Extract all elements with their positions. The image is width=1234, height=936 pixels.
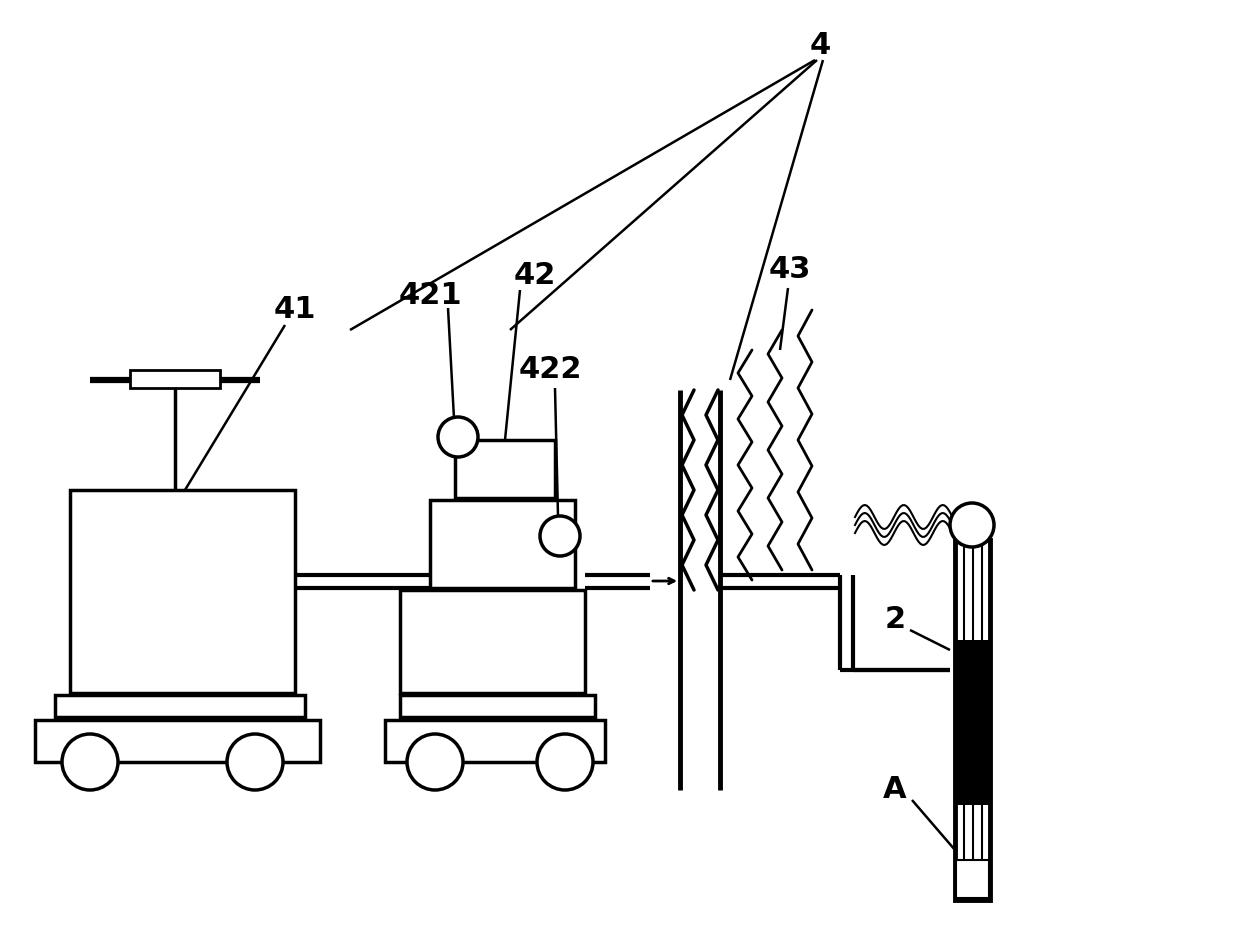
- Bar: [385, 720, 605, 762]
- Bar: [955, 540, 990, 900]
- Circle shape: [407, 734, 463, 790]
- Bar: [956, 640, 988, 805]
- Circle shape: [227, 734, 283, 790]
- Bar: [429, 500, 575, 588]
- Bar: [35, 720, 320, 762]
- Circle shape: [438, 417, 478, 457]
- Text: 421: 421: [399, 281, 462, 310]
- Circle shape: [62, 734, 118, 790]
- Text: 422: 422: [518, 356, 581, 385]
- Bar: [956, 860, 988, 898]
- Bar: [130, 370, 220, 388]
- Text: 4: 4: [810, 31, 830, 60]
- Circle shape: [537, 734, 594, 790]
- Bar: [56, 695, 305, 717]
- Circle shape: [950, 503, 995, 547]
- Text: 42: 42: [513, 260, 557, 289]
- Bar: [455, 440, 555, 498]
- Circle shape: [540, 516, 580, 556]
- Bar: [400, 695, 595, 717]
- Bar: [70, 490, 295, 693]
- Text: 41: 41: [274, 296, 316, 325]
- Text: A: A: [884, 776, 907, 805]
- Text: 2: 2: [885, 606, 906, 635]
- Bar: [400, 590, 585, 693]
- Text: 43: 43: [769, 256, 811, 285]
